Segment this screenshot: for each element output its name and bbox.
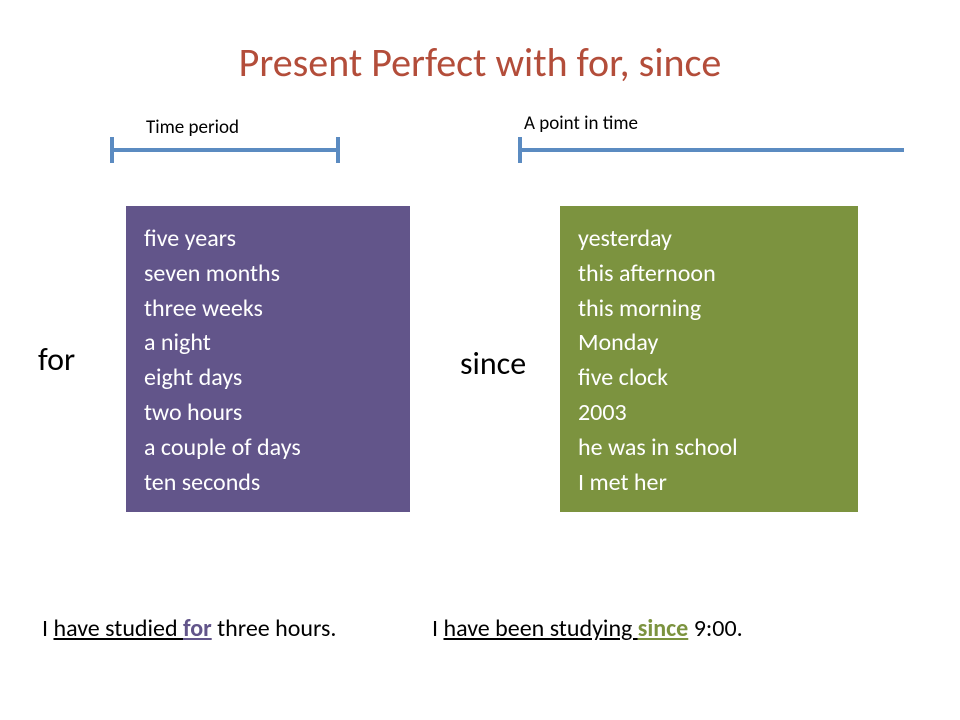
box-item: five years [144,222,392,257]
box-item: five clock [578,361,840,396]
left-timeline [110,148,340,152]
box-item: a night [144,326,392,361]
example-sentence-since: I have been studying since 9:00. [432,614,743,643]
left-timeline-tick-end [336,137,340,163]
box-item: this morning [578,292,840,327]
box-item: he was in school [578,431,840,466]
left-timeline-tick-start [110,137,114,163]
box-item: seven months [144,257,392,292]
box-item: a couple of days [144,431,392,466]
since-examples-box: yesterdaythis afternoonthis morningMonda… [560,206,858,512]
left-timeline-label: Time period [146,116,239,139]
box-item: this afternoon [578,257,840,292]
box-item: eight days [144,361,392,396]
right-timeline-label: A point in time [524,112,638,135]
page-title: Present Perfect with for, since [0,38,960,87]
box-item: 2003 [578,396,840,431]
example-sentence-for: I have studied for three hours. [42,614,336,643]
box-item: two hours [144,396,392,431]
box-item: yesterday [578,222,840,257]
keyword-for: for [38,340,75,379]
for-examples-box: five yearsseven monthsthree weeksa night… [126,206,410,512]
box-item: three weeks [144,292,392,327]
right-timeline [518,148,904,152]
box-item: ten seconds [144,466,392,501]
keyword-since: since [460,344,526,383]
box-item: Monday [578,326,840,361]
right-timeline-tick-start [518,137,522,163]
box-item: I met her [578,466,840,501]
